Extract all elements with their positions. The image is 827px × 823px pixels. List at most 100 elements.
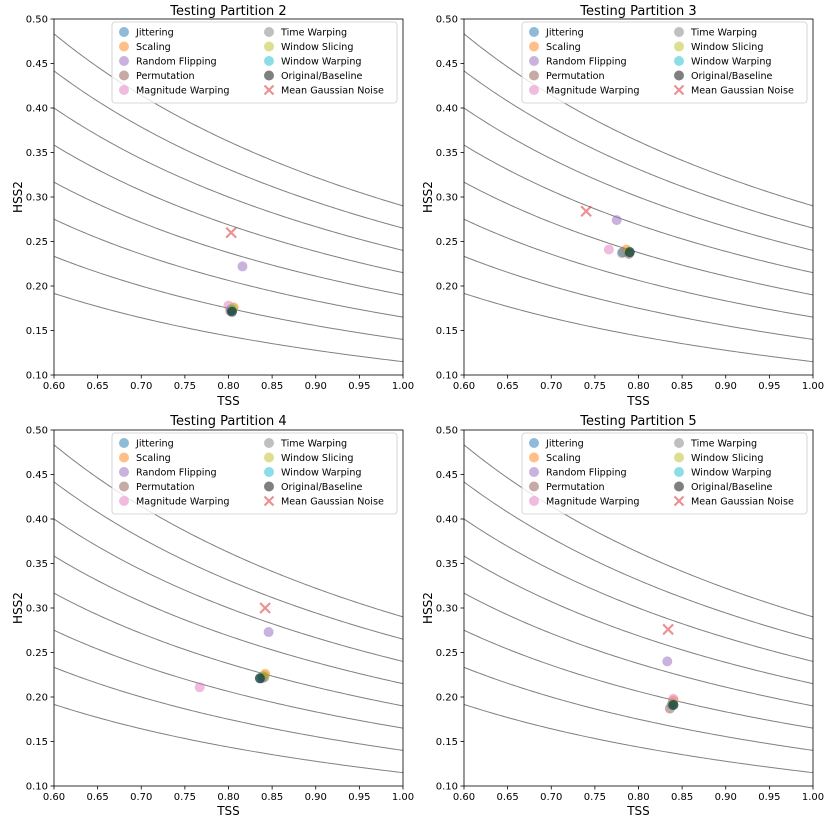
- contour-line: [464, 218, 813, 318]
- legend-label: Jittering: [545, 439, 584, 450]
- x-tick-label: 0.90: [715, 792, 737, 803]
- legend-label: Window Slicing: [281, 453, 353, 464]
- contour-line: [54, 70, 403, 229]
- y-axis-label: HSS2: [11, 592, 25, 624]
- legend-item: Window Slicing: [264, 452, 353, 464]
- panel-testing-partition-4: Testing Partition 4 TSS HSS2 0.60 0.65 0.7…: [11, 414, 414, 818]
- panel-title: Testing Partition 5: [579, 414, 696, 429]
- legend-item: Jittering: [119, 27, 174, 39]
- contour-line: [54, 481, 403, 640]
- legend-item: Random Flipping: [119, 467, 217, 479]
- y-tick-label: 0.20: [436, 693, 458, 704]
- legend-marker: [119, 85, 129, 95]
- y-axis-label: HSS2: [421, 592, 435, 624]
- legend-marker: [264, 438, 274, 448]
- legend-marker: [529, 496, 539, 506]
- legend-marker: [119, 41, 129, 52]
- x-tick-label: 0.80: [217, 792, 239, 803]
- legend-item: Scaling: [529, 452, 581, 464]
- legend-label: Original/Baseline: [281, 71, 363, 82]
- contour-line: [464, 555, 813, 685]
- legend-marker: [529, 481, 539, 492]
- legend-label: Jittering: [545, 28, 584, 39]
- data-points: [223, 226, 248, 317]
- legend-marker: [119, 452, 129, 463]
- x-tick-label: 0.95: [758, 792, 780, 803]
- axes-frame: [463, 18, 814, 376]
- panel-testing-partition-5: Testing Partition 5 TSS HSS2 0.60 0.65 0.7…: [421, 414, 824, 818]
- legend-label: Window Slicing: [691, 453, 763, 464]
- contour-line: [464, 292, 813, 363]
- legend-label: Window Warping: [691, 468, 772, 479]
- legend-marker: [529, 452, 539, 463]
- y-tick-label: 0.45: [26, 470, 48, 481]
- legend-label: Mean Gaussian Noise: [281, 497, 384, 508]
- legend-label: Original/Baseline: [691, 482, 773, 493]
- legend: Jittering Scaling Random Flipping Permutati…: [521, 432, 808, 515]
- legend-label: Window Warping: [281, 468, 362, 479]
- contour-line: [54, 518, 403, 662]
- contour-line: [54, 144, 403, 274]
- legend-marker: [529, 85, 539, 95]
- contour-line: [464, 144, 813, 274]
- legend-item: Scaling: [119, 452, 171, 464]
- legend-marker: [264, 452, 274, 463]
- y-tick-label: 0.40: [436, 515, 458, 526]
- x-tick-label: 0.70: [540, 792, 562, 803]
- x-tick-label: 0.95: [758, 381, 780, 392]
- y-axis-label: HSS2: [421, 181, 435, 213]
- y-tick-label: 0.15: [26, 326, 48, 337]
- contour-line: [464, 703, 813, 774]
- legend-label: Permutation: [546, 71, 605, 82]
- legend-label: Mean Gaussian Noise: [691, 497, 794, 508]
- contour-line: [464, 629, 813, 729]
- legend-label: Random Flipping: [546, 57, 627, 68]
- x-tick-label: 0.90: [305, 381, 327, 392]
- legend-label: Scaling: [136, 453, 171, 464]
- x-tick-label: 1.00: [392, 381, 414, 392]
- legend-item: Time Warping: [674, 438, 757, 450]
- y-tick-label: 0.50: [436, 426, 458, 437]
- legend-item: Window Warping: [264, 56, 362, 68]
- y-tick-label: 0.30: [26, 604, 48, 615]
- legend: Jittering Scaling Random Flipping Permutati…: [111, 432, 398, 515]
- x-tick-label: 0.70: [540, 381, 562, 392]
- point-random-flipping: [662, 656, 673, 667]
- legend-item: Jittering: [529, 27, 584, 39]
- axis-ticks: 0.60 0.65 0.70 0.75 0.80 0.85 0.90 0.95 1.00 0.10…: [26, 15, 414, 393]
- x-tick-label: 0.70: [130, 381, 152, 392]
- legend-marker: [263, 495, 275, 507]
- x-tick-label: 0.85: [671, 792, 693, 803]
- x-tick-label: 1.00: [802, 381, 824, 392]
- legend-label: Window Warping: [691, 57, 772, 68]
- y-tick-label: 0.25: [436, 237, 458, 248]
- legend-label: Original/Baseline: [281, 482, 363, 493]
- y-tick-label: 0.35: [26, 148, 48, 159]
- legend-item: Jittering: [529, 438, 584, 450]
- legend-label: Permutation: [546, 482, 605, 493]
- legend-marker: [119, 70, 129, 81]
- legend-item: Random Flipping: [119, 56, 217, 68]
- y-tick-label: 0.35: [436, 559, 458, 570]
- legend-item: Permutation: [529, 70, 605, 82]
- x-tick-label: 0.60: [43, 381, 65, 392]
- legend-item: Original/Baseline: [264, 70, 363, 82]
- legend-item: Window Warping: [674, 56, 772, 68]
- legend-item: Magnitude Warping: [529, 496, 640, 508]
- legend-label: Mean Gaussian Noise: [281, 86, 384, 97]
- legend-item: Mean Gaussian Noise: [673, 495, 794, 508]
- contour-lines: [464, 444, 813, 774]
- legend-marker: [119, 467, 129, 477]
- y-tick-label: 0.30: [436, 193, 458, 204]
- legend-marker: [674, 41, 684, 52]
- x-tick-label: 0.75: [174, 792, 196, 803]
- legend-item: Window Warping: [674, 467, 772, 479]
- legend-label: Original/Baseline: [691, 71, 773, 82]
- legend-marker: [529, 467, 539, 477]
- panel-testing-partition-3: Testing Partition 3 TSS HSS2 0.60 0.65 0.7…: [421, 4, 824, 408]
- panel-title: Testing Partition 3: [579, 4, 696, 19]
- legend-marker: [529, 438, 539, 448]
- axes-frame: [53, 18, 404, 376]
- data-points: [662, 623, 679, 714]
